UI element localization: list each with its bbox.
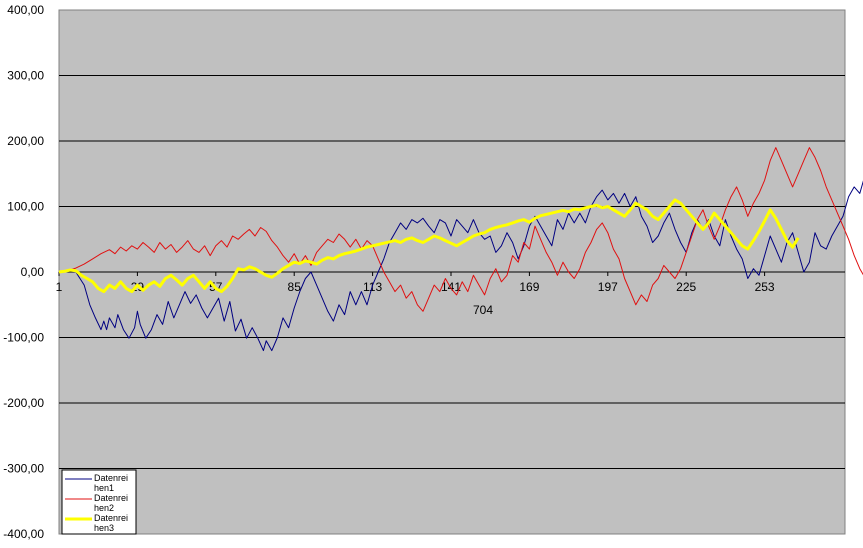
y-tick-label: -200,00	[3, 396, 44, 410]
y-tick-label: -400,00	[3, 527, 44, 541]
y-tick-label: -100,00	[3, 331, 44, 345]
y-tick-label: 400,00	[7, 3, 44, 17]
x-tick-label: 1	[56, 280, 63, 294]
x-tick-label: 169	[519, 280, 539, 294]
y-tick-label: 200,00	[7, 134, 44, 148]
legend-box	[61, 469, 137, 535]
annotation-label: 704	[473, 303, 493, 317]
legend-label: Datenrei	[94, 493, 128, 503]
x-tick-label: 113	[363, 280, 382, 294]
y-tick-label: 100,00	[7, 200, 44, 214]
y-tick-label: 0,00	[21, 265, 45, 279]
legend-label: hen1	[94, 483, 114, 493]
legend-label: Datenrei	[94, 513, 128, 523]
x-tick-label: 197	[598, 280, 618, 294]
series-line-1	[58, 180, 863, 352]
x-tick-label: 225	[676, 280, 696, 294]
x-tick-label: 253	[755, 280, 775, 294]
series-line-2	[58, 147, 863, 312]
y-axis-ticks: 400,00 300,00 200,00 100,00 0,00 -100,00 -200,…	[3, 3, 44, 541]
x-tick-label: 85	[288, 280, 302, 294]
legend-label: Datenrei	[94, 473, 128, 483]
legend-label: hen2	[94, 503, 114, 513]
series-line-3	[58, 198, 800, 294]
series-lines	[58, 147, 863, 352]
y-tick-label: 300,00	[7, 69, 44, 83]
gridlines	[59, 75, 845, 469]
legend-label: hen3	[94, 523, 114, 533]
x-tick-label: 141	[441, 280, 461, 294]
y-tick-label: -300,00	[3, 462, 44, 476]
